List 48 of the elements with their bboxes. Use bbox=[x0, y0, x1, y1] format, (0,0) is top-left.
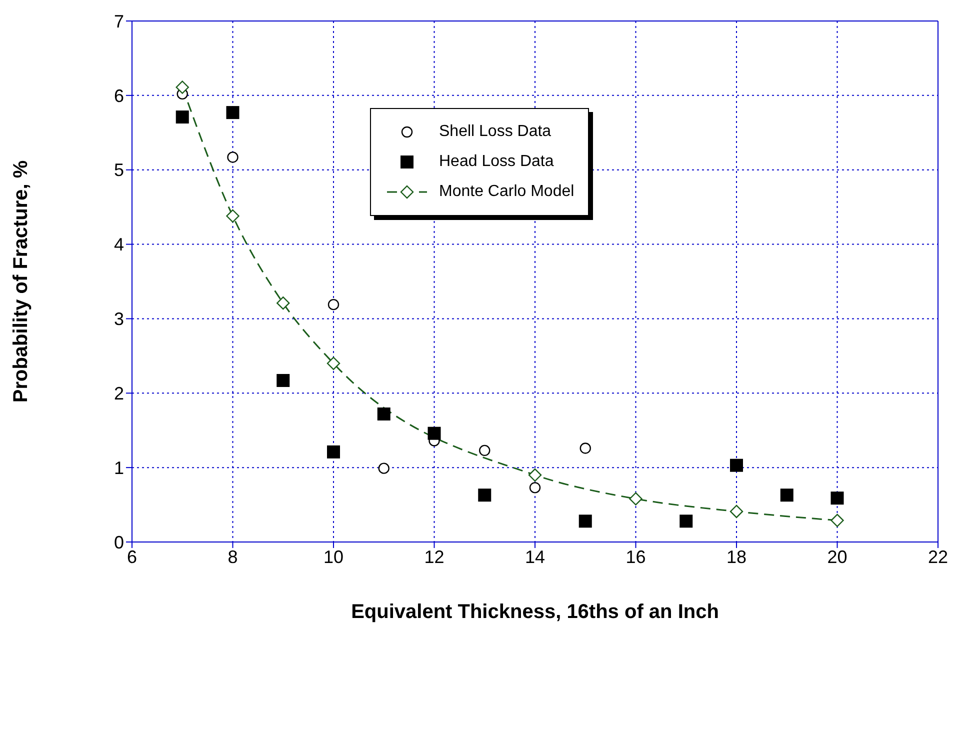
y-tick-label: 0 bbox=[114, 532, 124, 552]
x-tick-label: 14 bbox=[524, 546, 546, 567]
x-tick-label: 22 bbox=[928, 546, 948, 567]
point bbox=[730, 458, 743, 472]
point bbox=[176, 80, 189, 94]
point bbox=[830, 492, 844, 505]
y-axis-title: Probability of Fracture, % bbox=[10, 160, 32, 403]
point bbox=[226, 209, 240, 223]
point bbox=[276, 374, 290, 387]
x-tick-label: 8 bbox=[228, 546, 238, 567]
point bbox=[528, 468, 542, 482]
point bbox=[578, 514, 592, 528]
x-tick-label: 10 bbox=[323, 546, 344, 567]
x-tick-label: 20 bbox=[827, 546, 848, 567]
point bbox=[629, 492, 642, 506]
legend-label: Shell Loss Data bbox=[439, 123, 552, 141]
point bbox=[780, 488, 794, 502]
point bbox=[529, 482, 541, 494]
point bbox=[428, 426, 441, 440]
point bbox=[327, 445, 340, 458]
y-tick-label: 1 bbox=[114, 458, 124, 478]
y-tick-label: 5 bbox=[114, 160, 124, 180]
point bbox=[680, 514, 693, 528]
point bbox=[830, 514, 844, 528]
y-tick-label: 4 bbox=[114, 234, 124, 255]
legend-label: Head Loss Data bbox=[439, 153, 554, 171]
point bbox=[479, 444, 490, 456]
point bbox=[226, 106, 240, 120]
point bbox=[377, 407, 390, 420]
x-tick-label: 18 bbox=[726, 546, 747, 567]
y-tick-label: 3 bbox=[114, 309, 124, 330]
point bbox=[328, 298, 340, 310]
x-tick-label: 6 bbox=[126, 546, 138, 567]
x-axis-title: Equivalent Thickness, 16ths of an Inch bbox=[351, 601, 719, 623]
point bbox=[730, 504, 744, 518]
y-tick-label: 7 bbox=[114, 11, 124, 32]
x-tick-label: 12 bbox=[424, 546, 444, 567]
x-tick-label: 16 bbox=[626, 546, 646, 567]
point bbox=[176, 110, 189, 124]
y-tick-label: 6 bbox=[114, 86, 124, 106]
legend-label: Monte Carlo Model bbox=[439, 183, 574, 201]
point bbox=[378, 462, 390, 474]
y-tick-label: 2 bbox=[114, 384, 124, 404]
point bbox=[227, 152, 238, 163]
point bbox=[580, 442, 591, 454]
point bbox=[276, 296, 290, 310]
point bbox=[478, 488, 492, 502]
point bbox=[326, 356, 340, 370]
